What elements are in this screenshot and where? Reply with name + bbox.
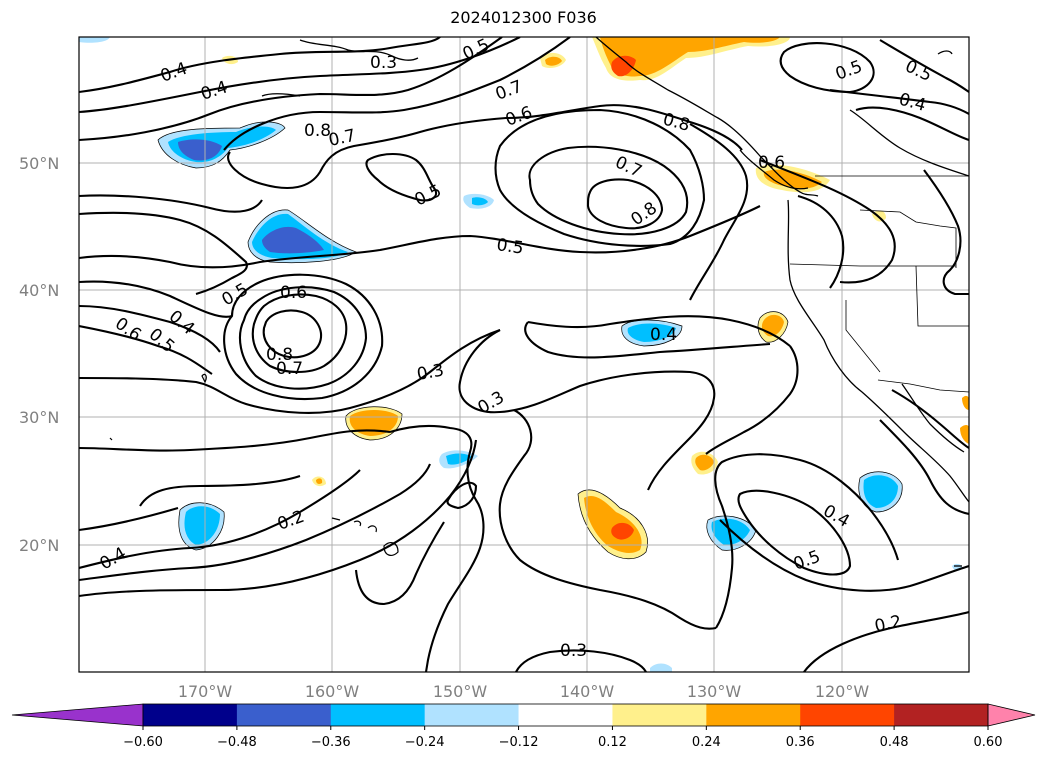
colorbar-extend-low [11, 703, 144, 727]
longitude-labels: 170°W 160°W 150°W 140°W 130°W 120°W [178, 682, 870, 701]
colorbar-tick-label: −0.24 [405, 735, 445, 750]
contour-label: 0.4 [650, 325, 677, 345]
colorbar-tick-label: 0.60 [974, 735, 1003, 750]
contour-label: 0.5 [902, 56, 935, 86]
contour-label: 0.8 [266, 345, 293, 365]
colorbar-segment [518, 704, 613, 726]
colorbar-segment [330, 704, 426, 726]
contour-label: 0.5 [833, 57, 865, 85]
contour-label: 0.4 [158, 59, 190, 87]
lon-label: 140°W [560, 682, 615, 701]
contour-label: 0.5 [791, 547, 823, 575]
political-borders [789, 175, 969, 393]
colorbar-segment [143, 704, 238, 726]
contour-label: 0.2 [873, 612, 904, 637]
lat-label: 40°N [19, 281, 59, 300]
contour-label: 0.8 [661, 110, 692, 136]
colorbar-tick-label: −0.12 [499, 735, 539, 750]
contour-label: 0.5 [412, 181, 445, 211]
contour-label: 0.6 [280, 283, 307, 303]
shaded-anomalies [79, 37, 969, 672]
colorbar-tick-label: 0.24 [692, 735, 721, 750]
map-frame [78, 36, 970, 673]
colorbar-frame [142, 703, 989, 727]
lat-label: 20°N [19, 536, 59, 555]
colorbar-segment [894, 704, 989, 726]
colorbar-segment [236, 704, 332, 726]
contour-label: 0.6 [758, 153, 785, 173]
map-panel: 0.4 0.3 0.5 0.4 0.8 0.7 0.7 0.6 0.8 0.5 … [79, 37, 969, 672]
contour-label: 0.4 [97, 543, 130, 574]
lat-label: 50°N [19, 154, 59, 173]
contour-label: 0.3 [560, 641, 587, 661]
contour-label: 0.3 [475, 387, 508, 418]
colorbar-tick-label: −0.36 [311, 735, 351, 750]
contour-lines [79, 37, 969, 672]
coastlines [261, 37, 969, 567]
contour-label: 0.5 [495, 235, 525, 259]
contour-label: 0.4 [820, 501, 853, 532]
contour-label: 0.6 [503, 103, 535, 131]
lon-label: 150°W [433, 682, 488, 701]
colorbar-tick-label: 0.48 [880, 735, 909, 750]
colorbar-segment [800, 704, 895, 726]
colorbar: −0.60 −0.48 −0.36 −0.24 −0.12 0.12 0.24 0.36 0.4… [11, 703, 1036, 750]
colorbar-segment [706, 704, 801, 726]
lon-label: 160°W [305, 682, 360, 701]
contour-label: 0.8 [304, 121, 331, 141]
lon-label: 130°W [687, 682, 742, 701]
colorbar-segment [424, 704, 520, 726]
contour-label: 0.8 [627, 198, 661, 230]
contour-label: 0.4 [198, 77, 230, 104]
colorbar-segment [612, 704, 707, 726]
lon-label: 170°W [178, 682, 233, 701]
map-title: 2024012300 F036 [450, 8, 597, 27]
lon-label: 120°W [815, 682, 870, 701]
contour-label: 0.3 [370, 53, 397, 73]
colorbar-tick-label: 0.12 [598, 735, 627, 750]
islands [109, 373, 399, 556]
contour-label: 0.3 [415, 361, 445, 385]
contour-label: 0.7 [276, 359, 303, 379]
colorbar-tick-label: −0.60 [123, 735, 163, 750]
colorbar-extend-high [987, 703, 1036, 727]
gridlines [79, 37, 969, 672]
latitude-labels: 50°N 40°N 30°N 20°N [19, 154, 59, 555]
contour-label: 0.7 [612, 152, 645, 182]
contour-label: 0.5 [219, 279, 252, 310]
lat-label: 30°N [19, 408, 59, 427]
colorbar-tick-label: 0.36 [786, 735, 815, 750]
colorbar-tick-label: −0.48 [217, 735, 257, 750]
